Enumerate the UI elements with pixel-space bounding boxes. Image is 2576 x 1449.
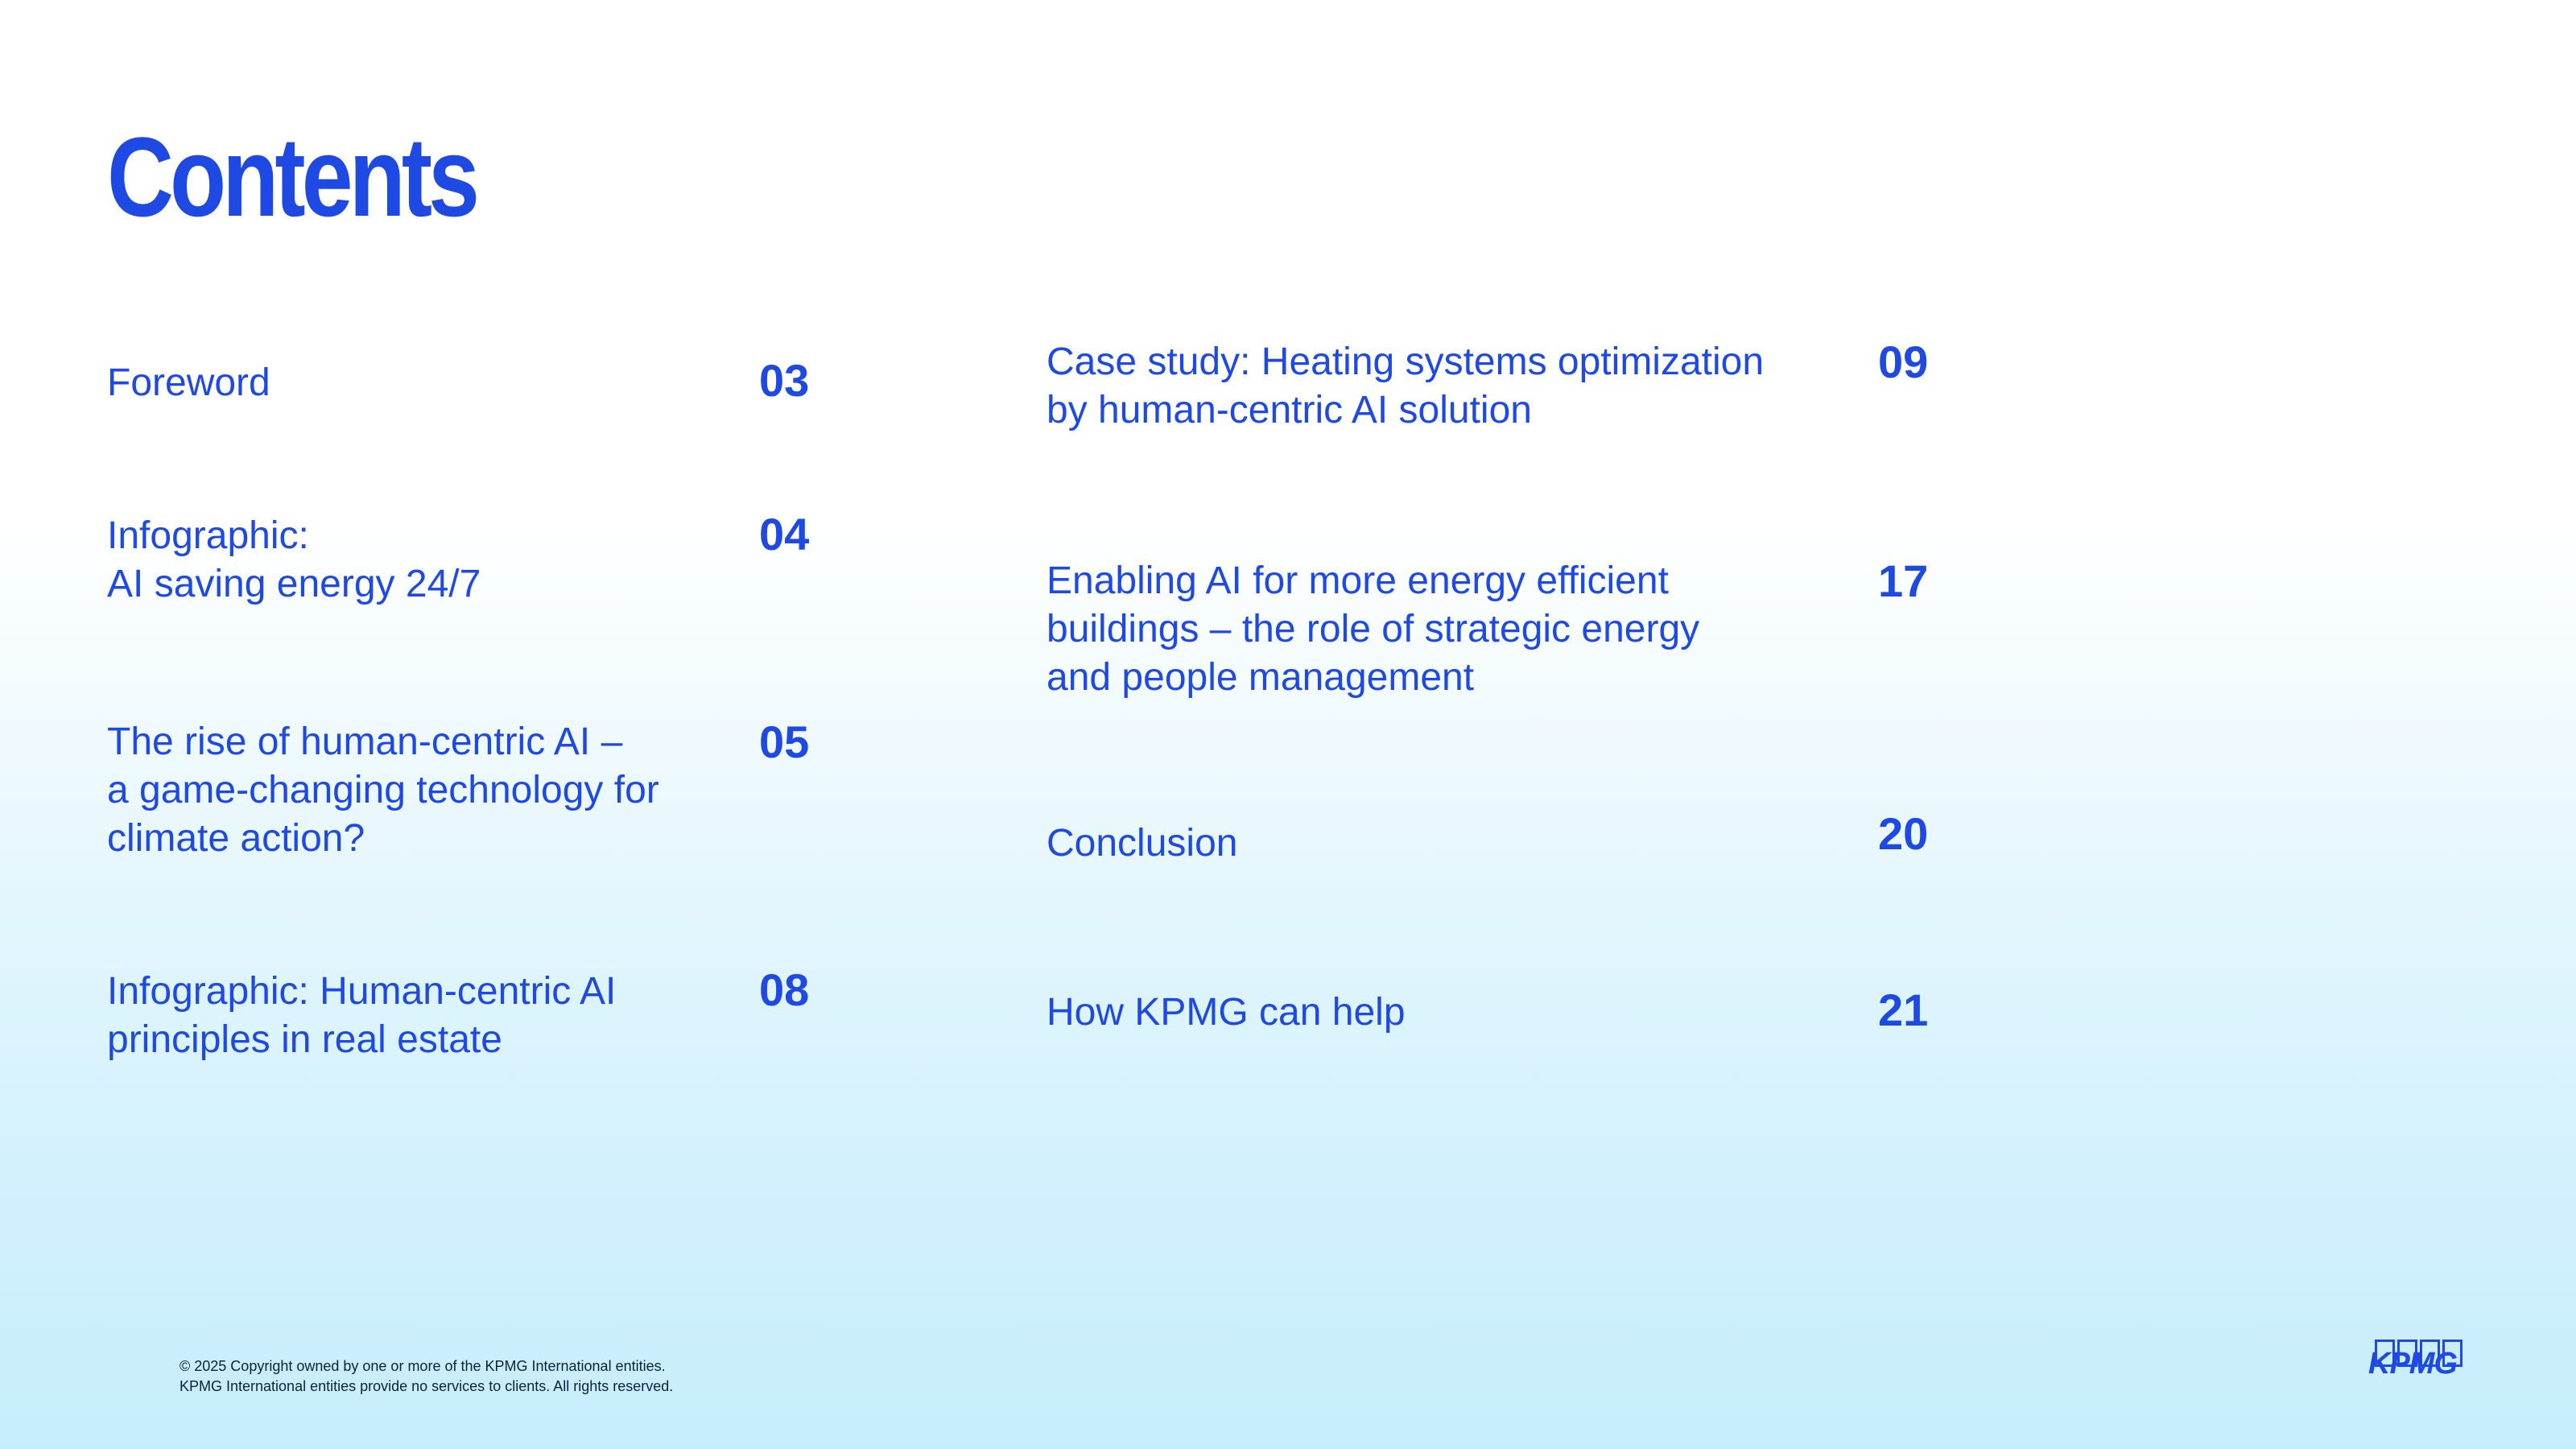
- toc-entry-conclusion[interactable]: Conclusion 20: [1046, 810, 1948, 868]
- toc-entry-enabling-ai[interactable]: Enabling AI for more energy efficient bu…: [1046, 557, 1948, 702]
- toc-entry-rise-of-human-centric-ai[interactable]: The rise of human-centric AI – a game-ch…: [107, 718, 815, 863]
- toc-entry-page-number: 04: [759, 509, 810, 559]
- kpmg-logo: KPMG: [2368, 1340, 2469, 1381]
- toc-entry-page-number: 20: [1878, 808, 1929, 859]
- toc-entry-page-number: 08: [759, 964, 810, 1015]
- footer-copyright: © 2025 Copyright owned by one or more of…: [180, 1358, 674, 1394]
- toc-entry-label: The rise of human-centric AI – a game-ch…: [107, 720, 659, 860]
- toc-entry-page-number: 17: [1878, 555, 1929, 606]
- kpmg-logo-text: KPMG: [2368, 1347, 2458, 1381]
- toc-entry-label: Enabling AI for more energy efficient bu…: [1046, 559, 1700, 699]
- toc-entry-label: How KPMG can help: [1046, 991, 1406, 1034]
- toc-entry-page-number: 09: [1878, 336, 1929, 387]
- toc-entry-label: Infographic: AI saving energy 24/7: [107, 514, 481, 605]
- toc-entry-infographic-principles[interactable]: Infographic: Human-centric AI principles…: [107, 964, 815, 1064]
- page-title: Contents: [107, 114, 480, 240]
- toc-entry-page-number: 05: [759, 716, 810, 767]
- kpmg-logo-boxes-icon: [2375, 1340, 2462, 1367]
- toc-entry-label: Conclusion: [1046, 822, 1238, 865]
- toc-entry-label: Infographic: Human-centric AI principles…: [107, 970, 617, 1061]
- toc-entry-case-study-heating[interactable]: Case study: Heating systems optimization…: [1046, 338, 1948, 435]
- toc-entry-label: Case study: Heating systems optimization…: [1046, 341, 1765, 431]
- toc-entry-how-kpmg-can-help[interactable]: How KPMG can help 21: [1046, 985, 1948, 1037]
- toc-entry-infographic-ai-saving-energy[interactable]: Infographic: AI saving energy 24/7 04: [107, 509, 815, 609]
- toc-entry-foreword[interactable]: Foreword 03: [107, 355, 815, 407]
- toc-entry-page-number: 03: [759, 355, 810, 406]
- toc-entry-page-number: 21: [1878, 985, 1929, 1035]
- toc-entry-label: Foreword: [107, 361, 270, 404]
